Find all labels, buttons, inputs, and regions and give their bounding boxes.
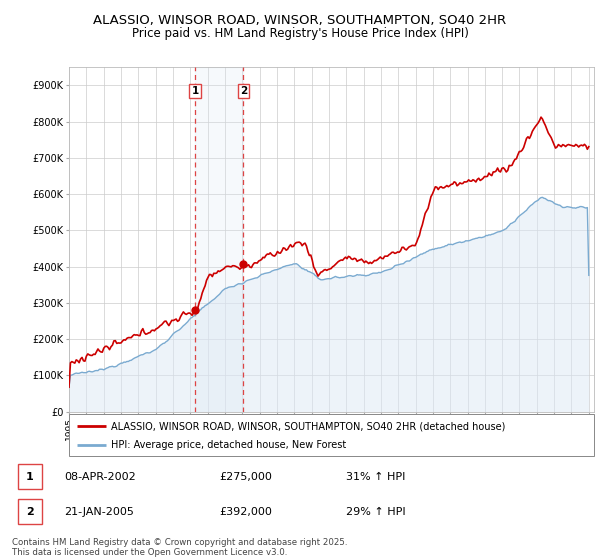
Text: 21-JAN-2005: 21-JAN-2005 [64, 507, 134, 517]
Text: Contains HM Land Registry data © Crown copyright and database right 2025.
This d: Contains HM Land Registry data © Crown c… [12, 538, 347, 557]
FancyBboxPatch shape [18, 464, 42, 489]
Text: 2: 2 [239, 86, 247, 96]
FancyBboxPatch shape [18, 499, 42, 524]
Text: 31% ↑ HPI: 31% ↑ HPI [346, 472, 406, 482]
Text: ALASSIO, WINSOR ROAD, WINSOR, SOUTHAMPTON, SO40 2HR: ALASSIO, WINSOR ROAD, WINSOR, SOUTHAMPTO… [94, 14, 506, 27]
Text: 1: 1 [26, 472, 34, 482]
Text: 2: 2 [26, 507, 34, 517]
Text: £392,000: £392,000 [220, 507, 272, 517]
Text: ALASSIO, WINSOR ROAD, WINSOR, SOUTHAMPTON, SO40 2HR (detached house): ALASSIO, WINSOR ROAD, WINSOR, SOUTHAMPTO… [111, 421, 505, 431]
Text: £275,000: £275,000 [220, 472, 272, 482]
Text: HPI: Average price, detached house, New Forest: HPI: Average price, detached house, New … [111, 440, 346, 450]
Text: Price paid vs. HM Land Registry's House Price Index (HPI): Price paid vs. HM Land Registry's House … [131, 27, 469, 40]
Text: 08-APR-2002: 08-APR-2002 [64, 472, 136, 482]
Text: 29% ↑ HPI: 29% ↑ HPI [346, 507, 406, 517]
Bar [195, 67, 244, 412]
FancyBboxPatch shape [69, 414, 594, 456]
Text: 1: 1 [191, 86, 199, 96]
